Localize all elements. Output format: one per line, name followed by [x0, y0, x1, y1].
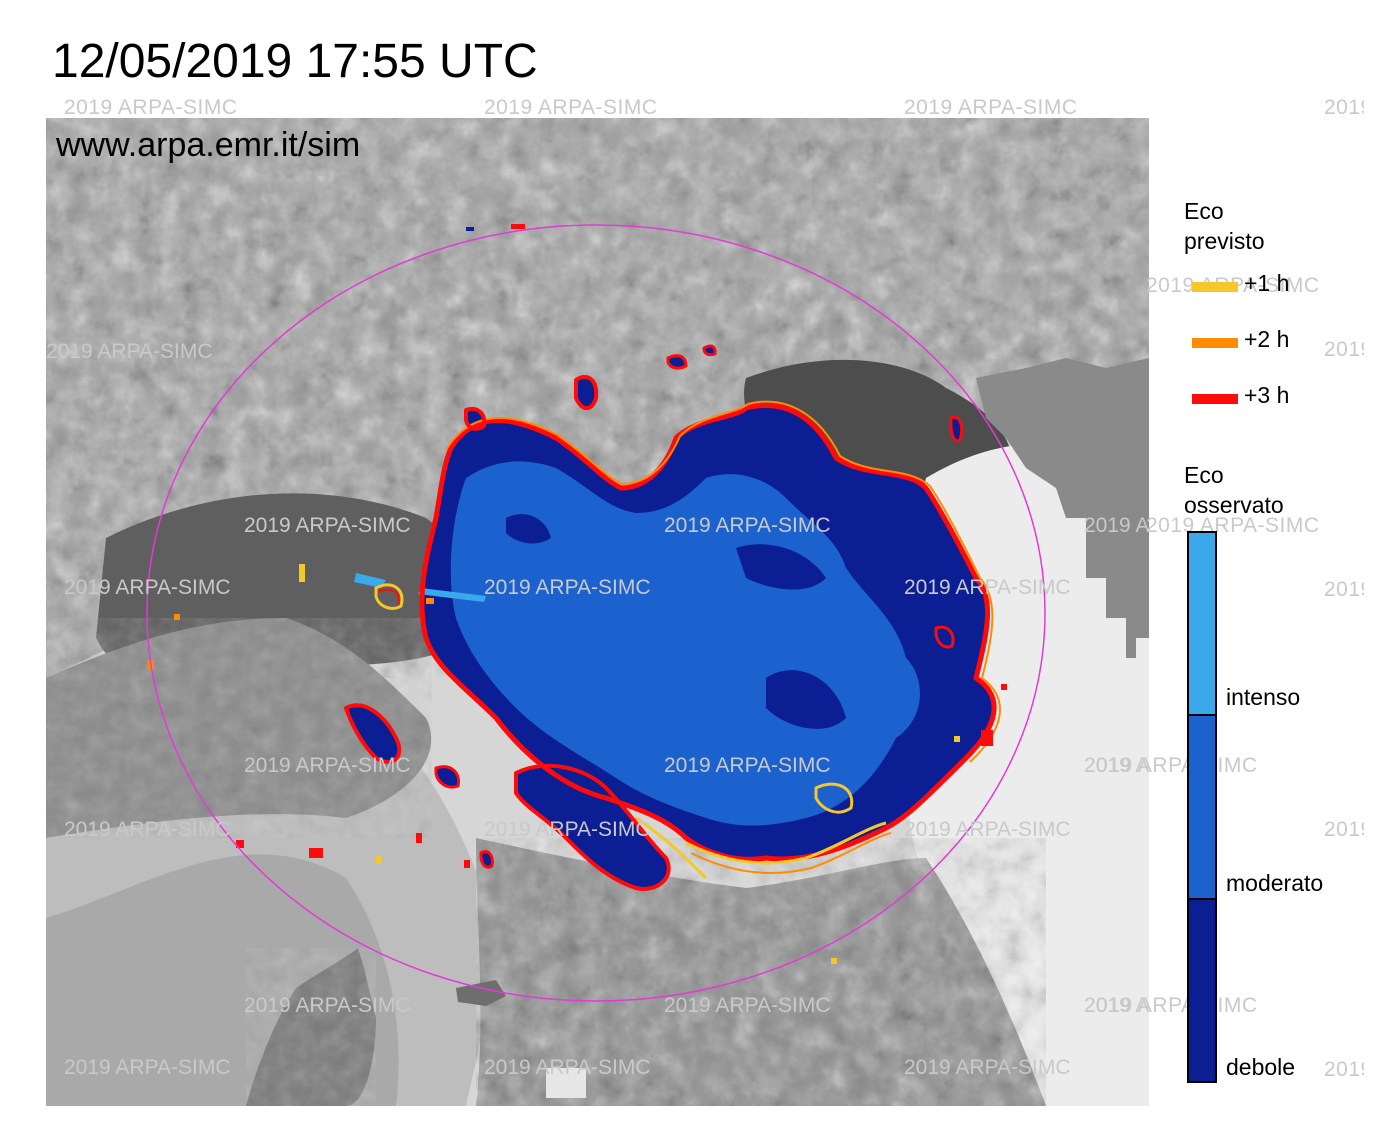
- watermark: 2019 ARPA-SIMC: [664, 514, 831, 537]
- observed-echo: [346, 346, 995, 889]
- watermark: 2019 ARPA-SIMC: [904, 818, 1071, 841]
- forecast-label: +3 h: [1244, 382, 1290, 408]
- watermark: 2019 ARPA-SIMC: [484, 96, 658, 119]
- watermark: 2019 ARPA-SIMC: [244, 754, 411, 777]
- watermark: 2019 ARPA-SIMC: [244, 994, 411, 1017]
- forecast-swatch: [1192, 394, 1238, 404]
- forecast-legend-title: Eco previsto: [1184, 198, 1265, 254]
- map-watermarks: 2019 ARPA-SIMC 2019 ARPA-SIMC 2019 ARPA-…: [46, 340, 1149, 1079]
- observed-label-debole: debole: [1226, 1054, 1296, 1080]
- watermark: 2019 ARPA-SIMC: [904, 576, 1071, 599]
- forecast-echo: [344, 344, 1001, 891]
- page-title: 12/05/2019 17:55 UTC: [52, 35, 538, 88]
- colorbar-tick: [1189, 898, 1215, 900]
- colorbar-tick: [1189, 714, 1215, 716]
- observed-label-intenso: intenso: [1226, 684, 1301, 710]
- watermark: 2019 ARPA-SIMC: [1324, 96, 1364, 119]
- small-island: [546, 1068, 586, 1098]
- istria-land: [976, 358, 1149, 658]
- watermark: 2019 ARPA-SIMC: [904, 1056, 1071, 1079]
- watermark: 2019 ARPA-SIMC: [484, 576, 651, 599]
- watermark: 2019 ARPA-SIMC: [1324, 1058, 1364, 1081]
- source-url: www.arpa.emr.it/sim: [56, 126, 361, 164]
- forecast-label: +1 h: [1244, 270, 1290, 296]
- radar-map-graphic: 2019 ARPA-SIMC 2019 ARPA-SIMC 2019 ARPA-…: [46, 118, 1149, 1106]
- watermark: 2019 ARPA-SIMC: [664, 754, 831, 777]
- colorbar-debole: [1189, 899, 1215, 1081]
- radar-map: 2019 ARPA-SIMC 2019 ARPA-SIMC 2019 ARPA-…: [46, 118, 1149, 1106]
- watermark: 2019 ARPA-SIMC: [1084, 994, 1149, 1017]
- watermark: 2019 ARPA-SIMC: [1324, 818, 1364, 841]
- observed-legend-title: Eco osservato: [1184, 462, 1284, 518]
- radar-range-circle: [146, 224, 1046, 1002]
- watermark: 2019 ARPA-SIMC: [64, 576, 231, 599]
- watermark: 2019 ARPA-SIMC: [484, 1056, 651, 1079]
- watermark: 2019 ARPA-SIMC: [904, 96, 1078, 119]
- colorbar-intenso: [1189, 533, 1215, 715]
- watermark: 2019 ARPA-SIMC: [244, 514, 411, 537]
- watermark: 2019 ARPA-SIMC: [46, 340, 213, 363]
- forecast-swatch: [1192, 282, 1238, 292]
- apennines-terrain: [476, 838, 1046, 1106]
- watermark: 2019 ARPA-SIMC: [64, 96, 238, 119]
- watermark: 2019 ARPA-SIMC: [484, 818, 651, 841]
- observed-label-moderato: moderato: [1226, 870, 1324, 896]
- observed-colorbar: [1187, 531, 1217, 1083]
- colorbar-moderato: [1189, 715, 1215, 899]
- watermark: 2019 ARPA-SIMC: [664, 994, 831, 1017]
- watermark: 2019 ARPA-SIMC: [1084, 754, 1149, 777]
- watermark: 2019 ARPA-SIMC: [1324, 578, 1364, 601]
- elba-island: [456, 980, 506, 1006]
- watermark: 2019 ARPA-SIMC: [64, 1056, 231, 1079]
- forecast-label: +2 h: [1244, 326, 1290, 352]
- watermark: 2019 ARPA-SIMC: [1324, 338, 1364, 361]
- watermark: 2019 ARPA-SIMC: [1084, 514, 1149, 537]
- forecast-swatch: [1192, 338, 1238, 348]
- watermark: 2019 ARPA-SIMC: [64, 818, 231, 841]
